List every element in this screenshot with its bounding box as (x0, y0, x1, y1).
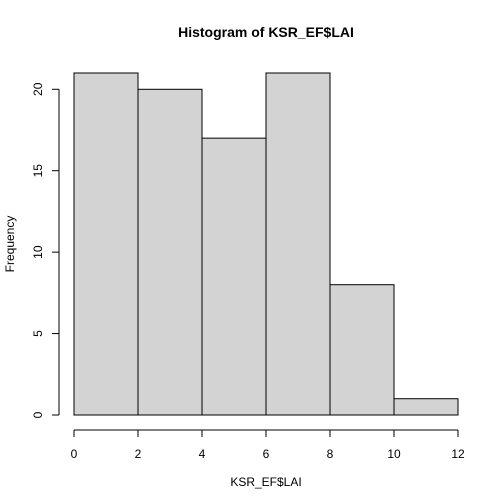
y-axis: 0 5 10 15 20 (31, 82, 60, 418)
y-tick-label: 15 (31, 164, 45, 178)
x-tick-label: 0 (71, 447, 78, 461)
x-axis: 0 2 4 6 8 10 12 (71, 429, 465, 461)
y-tick-label: 5 (31, 330, 45, 337)
x-tick-label: 6 (263, 447, 270, 461)
histogram-bar-0 (73, 72, 139, 416)
histogram-bar-4 (329, 284, 395, 416)
histogram-bar-2 (201, 137, 267, 416)
y-axis-label: Frequency (3, 216, 17, 273)
x-tick-label: 12 (451, 447, 465, 461)
y-tick-label: 0 (31, 411, 45, 418)
bars (73, 72, 459, 416)
x-axis-label: KSR_EF$LAI (230, 475, 301, 489)
x-tick-label: 4 (199, 447, 206, 461)
x-tick-label: 2 (135, 447, 142, 461)
x-tick-label: 8 (327, 447, 334, 461)
histogram-bar-1 (137, 88, 203, 416)
y-tick-label: 10 (31, 245, 45, 259)
histogram-bar-3 (265, 72, 331, 416)
chart-title: Histogram of KSR_EF$LAI (178, 24, 354, 40)
histogram-bar-5 (393, 398, 459, 416)
x-tick-label: 10 (387, 447, 401, 461)
y-tick-label: 20 (31, 82, 45, 96)
